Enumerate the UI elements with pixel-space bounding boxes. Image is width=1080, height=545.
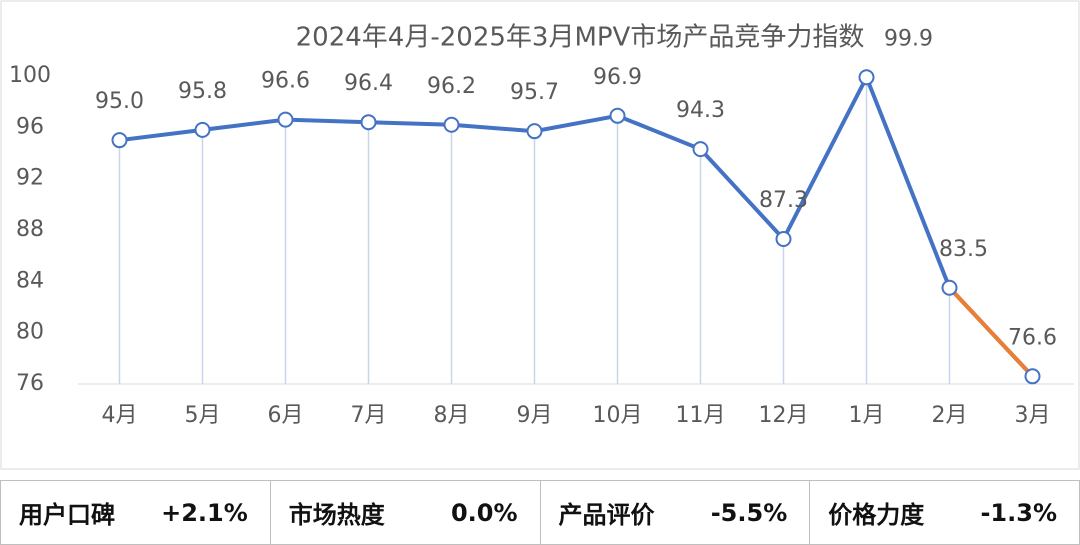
summary-label: 用户口碑 xyxy=(19,501,115,529)
value-label: 83.5 xyxy=(939,237,988,262)
y-tick-label: 92 xyxy=(16,166,44,191)
summary-label: 市场热度 xyxy=(288,501,385,529)
point xyxy=(111,132,128,149)
summary-label: 价格力度 xyxy=(828,501,925,529)
point xyxy=(858,69,875,86)
last-segment xyxy=(948,286,1034,378)
point xyxy=(277,111,294,128)
summary-cell: 产品评价 -5.5% xyxy=(541,481,811,544)
point xyxy=(194,121,211,138)
value-label: 95.8 xyxy=(178,79,227,104)
value-label: 96.2 xyxy=(427,74,476,99)
x-tick-label: 2月 xyxy=(932,403,968,428)
y-tick-label: 100 xyxy=(9,63,51,88)
summary-value: 0.0% xyxy=(450,498,518,527)
x-tick-label: 1月 xyxy=(849,403,885,428)
x-tick-label: 9月 xyxy=(517,403,553,428)
value-label: 76.6 xyxy=(1008,325,1057,350)
summary-value: -5.5% xyxy=(710,498,788,527)
x-tick-label: 11月 xyxy=(676,403,726,428)
point xyxy=(360,114,377,131)
y-tick-label: 84 xyxy=(16,268,44,293)
point xyxy=(526,123,543,140)
summary-strip: 用户口碑 +2.1% 市场热度 0.0% 产品评价 -5.5% 价格力度 -1.3% xyxy=(0,480,1080,545)
y-tick-label: 76 xyxy=(16,371,44,396)
chart-border xyxy=(0,0,1080,470)
point xyxy=(692,141,709,158)
x-tick-label: 12月 xyxy=(759,403,809,428)
x-tick-label: 10月 xyxy=(593,403,643,428)
summary-cell: 市场热度 0.0% xyxy=(271,481,541,544)
x-tick-label: 8月 xyxy=(434,403,470,428)
point xyxy=(1024,368,1041,385)
point xyxy=(443,116,460,133)
summary-value: +2.1% xyxy=(161,498,248,527)
point xyxy=(609,107,626,124)
x-tick-label: 5月 xyxy=(185,403,221,428)
x-tick-label: 4月 xyxy=(102,403,138,428)
value-label: 96.4 xyxy=(344,71,393,96)
x-tick-label: 6月 xyxy=(268,403,304,428)
y-tick-label: 80 xyxy=(16,320,44,345)
x-tick-label: 7月 xyxy=(351,403,387,428)
point xyxy=(941,279,958,296)
x-tick-label: 3月 xyxy=(1015,403,1051,428)
value-label: 94.3 xyxy=(676,98,725,123)
summary-value: -1.3% xyxy=(980,498,1057,527)
series-line xyxy=(119,72,1034,378)
chart: 2024年4月-2025年3月MPV市场产品竞争力指数 76 80 84 88 92 96… xyxy=(0,0,1080,470)
value-label: 99.9 xyxy=(884,26,933,51)
value-label: 96.6 xyxy=(261,69,310,94)
value-label: 95.7 xyxy=(510,80,559,105)
point xyxy=(775,230,792,247)
summary-cell: 价格力度 -1.3% xyxy=(810,481,1079,544)
y-tick-label: 88 xyxy=(16,217,44,242)
y-tick-label: 96 xyxy=(16,114,44,139)
summary-cell: 用户口碑 +2.1% xyxy=(1,481,271,544)
value-label: 87.3 xyxy=(759,188,808,213)
value-label: 96.9 xyxy=(593,65,642,90)
chart-title: 2024年4月-2025年3月MPV市场产品竞争力指数 xyxy=(296,23,865,53)
summary-label: 产品评价 xyxy=(558,501,655,529)
value-label: 95.0 xyxy=(95,89,144,114)
